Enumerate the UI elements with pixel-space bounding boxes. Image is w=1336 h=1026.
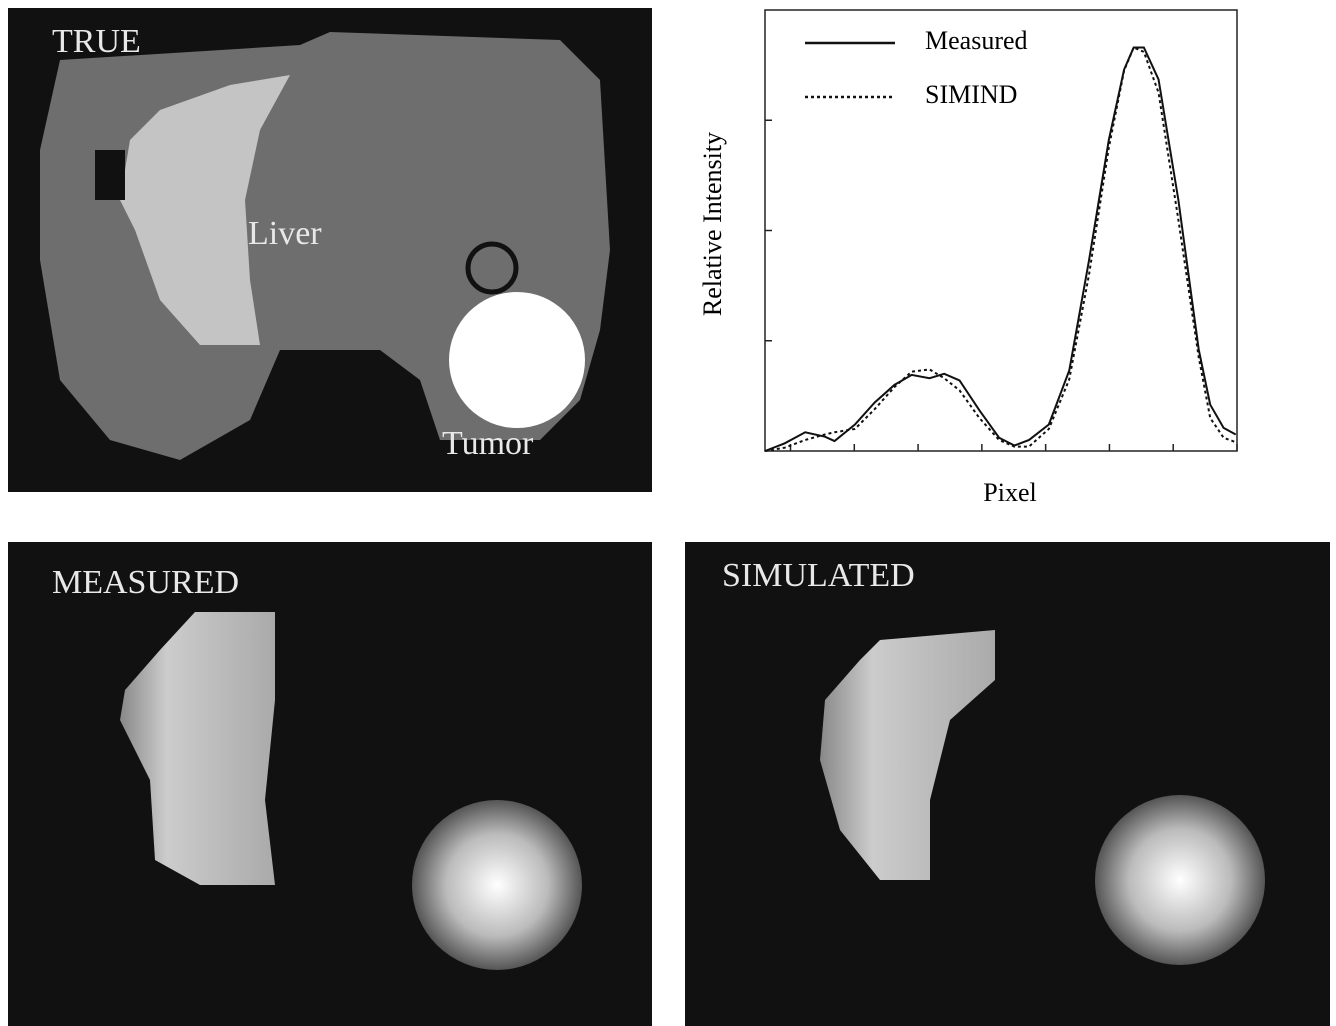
figure: TRUE Liver Tumor MEASURED SIMULATED Rela… [0,0,1336,1026]
tumor-region [449,292,585,428]
true-panel: TRUE Liver Tumor [8,8,652,492]
tumor-blob [1095,795,1265,965]
panel-label: TRUE [52,23,141,60]
panel-label: SIMULATED [722,557,915,594]
panel-bg [8,542,652,1026]
tumor-blob [412,800,582,970]
y-axis-label: Relative Intensity [698,132,727,316]
page: TRUE Liver Tumor MEASURED SIMULATED Rela… [0,0,1336,1026]
annotation: Tumor [442,425,534,462]
profile-chart: Relative Intensity Pixel Measured SIMIND [698,10,1237,507]
legend-label: Measured [925,26,1028,55]
legend-label: SIMIND [925,80,1017,109]
simulated-panel: SIMULATED [685,542,1330,1026]
panel-bg [685,542,1330,1026]
annotation: Liver [248,215,322,252]
x-axis-label: Pixel [983,478,1036,507]
dark-spot [95,150,125,200]
panel-label: MEASURED [52,564,239,601]
axes-frame [765,10,1237,451]
measured-panel: MEASURED [8,542,652,1026]
